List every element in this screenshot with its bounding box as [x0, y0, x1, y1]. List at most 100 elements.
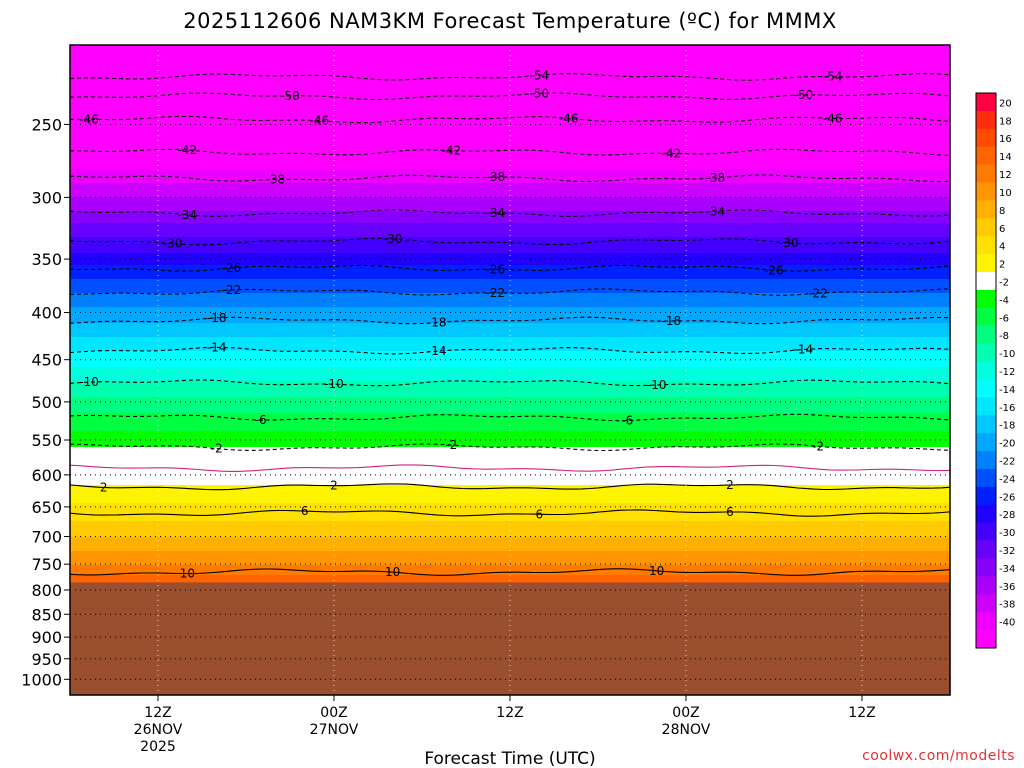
contour-label: -22 [486, 286, 506, 300]
colorbar-label: -28 [999, 510, 1015, 521]
temperature-band [70, 111, 950, 114]
contour-label: -34 [706, 204, 726, 218]
colorbar-label: -20 [999, 439, 1015, 450]
y-tick-label: 700 [31, 528, 62, 547]
contour-label: -54 [823, 70, 843, 84]
colorbar-label: 4 [999, 242, 1005, 253]
colorbar-swatch [976, 451, 996, 470]
temperature-band [70, 325, 950, 328]
temperature-band [70, 333, 950, 336]
temperature-band [70, 343, 950, 346]
temperature-band [70, 561, 950, 564]
contour-label: -10 [79, 375, 99, 389]
y-tick-label: 650 [31, 498, 62, 517]
temperature-band [70, 225, 950, 228]
contour-label: -50 [530, 86, 550, 100]
colorbar-swatch [976, 200, 996, 219]
temperature-band [70, 383, 950, 386]
temperature-band [70, 157, 950, 160]
temperature-band [70, 247, 950, 250]
temperature-band [70, 245, 950, 248]
temperature-band [70, 177, 950, 180]
x-axis-label: Forecast Time (UTC) [424, 749, 595, 768]
temperature-band [70, 455, 950, 458]
x-tick-label: 26NOV [134, 722, 183, 738]
temperature-band [70, 435, 950, 438]
temperature-band [70, 81, 950, 84]
contour-label: -34 [486, 206, 506, 220]
temperature-band [70, 197, 950, 200]
y-axis: 250 300 350 400 450 500 550 600 650 700 750 800 850 9… [21, 115, 70, 689]
temperature-band [70, 471, 950, 474]
colorbar-swatch [976, 254, 996, 273]
contour-label: -2 [211, 442, 223, 456]
temperature-band [70, 373, 950, 376]
temperature-band [70, 433, 950, 436]
colorbar-swatch [976, 361, 996, 380]
temperature-band [70, 447, 950, 450]
colorbar-swatch [976, 630, 996, 649]
temperature-band [70, 411, 950, 414]
temperature-band [70, 215, 950, 218]
contour-label: 2 [330, 479, 338, 493]
temperature-band [70, 315, 950, 318]
temperature-band [70, 67, 950, 70]
contour-label: -46 [79, 112, 99, 126]
temperature-band [70, 533, 950, 536]
contour-label: 6 [301, 504, 309, 518]
temperature-band [70, 527, 950, 530]
temperature-band [70, 221, 950, 224]
colorbar-label: -36 [999, 582, 1015, 593]
x-tick-label: 27NOV [310, 722, 359, 738]
contour-label: -38 [486, 170, 506, 184]
temperature-band [70, 405, 950, 408]
colorbar-label: -8 [999, 331, 1009, 342]
temperature-band [70, 121, 950, 124]
temperature-band [70, 337, 950, 340]
contour-labels: -54 -54 -50 -50 -50 -46 -46 -46 -46 -42 -42 -42 -38 -… [79, 68, 842, 580]
temperature-band [70, 283, 950, 286]
temperature-band [70, 205, 950, 208]
temperature-band [70, 493, 950, 496]
temperature-band [70, 365, 950, 368]
temperature-band [70, 57, 950, 60]
temperature-band [70, 541, 950, 544]
colorbar-swatch [976, 110, 996, 130]
temperature-band [70, 287, 950, 290]
temperature-band [70, 207, 950, 210]
temperature-band [70, 143, 950, 146]
colorbar-label: 14 [999, 152, 1012, 163]
colorbar-swatch [976, 522, 996, 541]
temperature-band [70, 581, 950, 584]
temperature-band [70, 381, 950, 384]
temperature-band [70, 231, 950, 234]
temperature-band [70, 491, 950, 494]
contour-label: 10 [385, 565, 400, 579]
colorbar-label: 18 [999, 116, 1012, 127]
y-tick-label: 350 [31, 250, 62, 269]
credit-link[interactable]: coolwx.com/modelts [862, 748, 1015, 764]
colorbar-swatch [976, 468, 996, 488]
colorbar-swatch [976, 218, 996, 237]
temperature-band [70, 273, 950, 276]
temperature-band [70, 385, 950, 388]
temperature-band [70, 291, 950, 294]
colorbar-swatch [976, 307, 996, 327]
temperature-band [70, 147, 950, 150]
temperature-band [70, 565, 950, 568]
contour-label: -10 [647, 378, 667, 392]
contour-label: -14 [794, 343, 814, 357]
temperature-band [70, 87, 950, 90]
contour-label: 10 [180, 567, 195, 581]
temperature-band [70, 531, 950, 534]
temperature-band [70, 335, 950, 338]
temperature-band [70, 443, 950, 446]
colorbar-label: 20 [999, 98, 1012, 109]
contour-label: -18 [207, 311, 227, 325]
chart-title: 2025112606 NAM3KM Forecast Temperature (… [183, 9, 837, 33]
temperature-band [70, 185, 950, 188]
contour-label: -46 [823, 111, 843, 125]
contour-line [70, 568, 950, 576]
x-tick-label: 2025 [140, 739, 176, 755]
